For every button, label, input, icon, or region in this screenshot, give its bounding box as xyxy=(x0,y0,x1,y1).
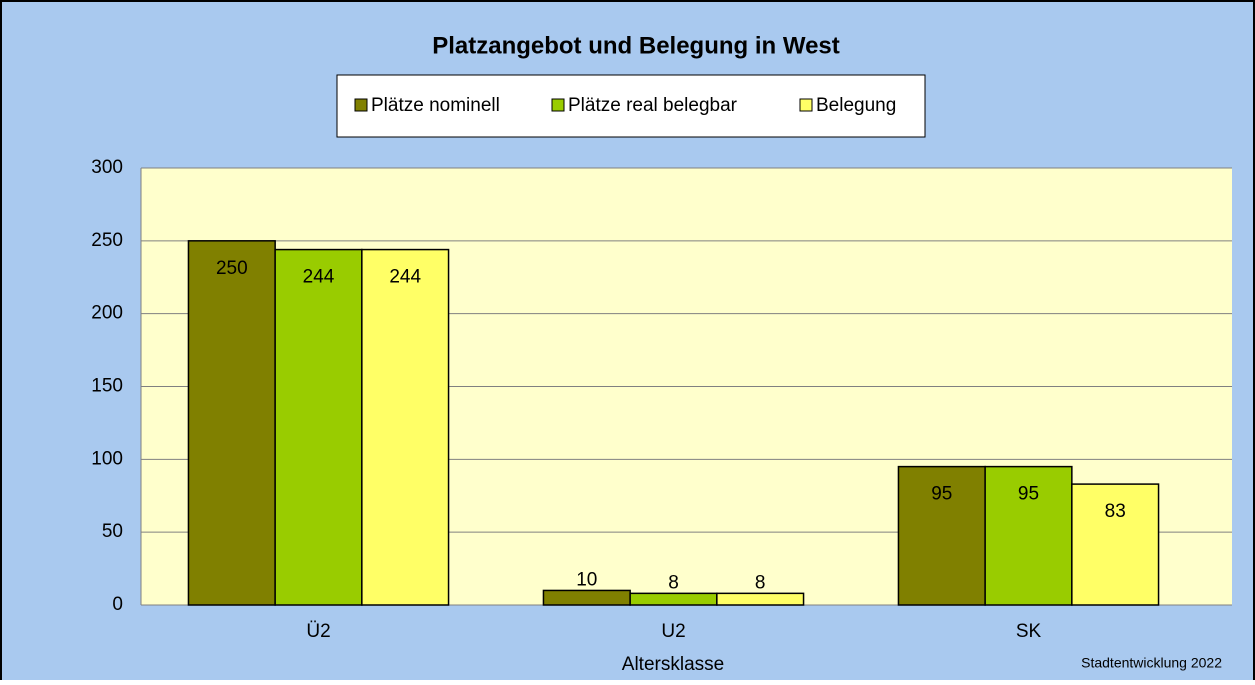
data-label: 250 xyxy=(216,258,248,279)
y-tick-label: 300 xyxy=(91,157,123,178)
y-tick-label: 150 xyxy=(91,376,123,397)
data-label: 8 xyxy=(755,572,766,593)
y-tick-label: 100 xyxy=(91,448,123,469)
x-tick-label: Ü2 xyxy=(306,621,330,642)
bar xyxy=(629,592,718,606)
y-tick-label: 50 xyxy=(102,521,123,542)
legend-box xyxy=(336,74,926,138)
legend-swatch xyxy=(551,98,565,112)
x-tick-label: U2 xyxy=(661,621,685,642)
data-label: 244 xyxy=(303,267,335,288)
legend-label: Plätze real belegbar xyxy=(568,95,738,116)
legend-swatch xyxy=(799,98,813,112)
x-tick-label: SK xyxy=(1016,621,1042,642)
data-label: 83 xyxy=(1105,501,1126,522)
y-tick-label: 250 xyxy=(91,230,123,251)
data-label: 95 xyxy=(931,484,952,505)
y-tick-label: 0 xyxy=(112,594,123,615)
bar xyxy=(187,240,276,606)
annotation: Stadtentwicklung 2022 xyxy=(1081,655,1222,671)
bar xyxy=(716,592,805,606)
bar xyxy=(361,248,450,606)
bar xyxy=(984,465,1073,606)
data-label: 95 xyxy=(1018,484,1039,505)
legend-swatch xyxy=(354,98,368,112)
bar xyxy=(542,589,631,606)
y-tick-label: 200 xyxy=(91,303,123,324)
bar xyxy=(1071,483,1160,606)
data-label: 10 xyxy=(576,569,597,590)
bar xyxy=(274,248,363,606)
legend-label: Belegung xyxy=(816,95,896,116)
bar xyxy=(897,465,986,606)
data-label: 8 xyxy=(668,572,679,593)
chart-title: Platzangebot und Belegung in West xyxy=(432,32,840,59)
data-label: 244 xyxy=(389,267,421,288)
legend-label: Plätze nominell xyxy=(371,95,500,116)
x-axis-label: Altersklasse xyxy=(622,654,724,675)
